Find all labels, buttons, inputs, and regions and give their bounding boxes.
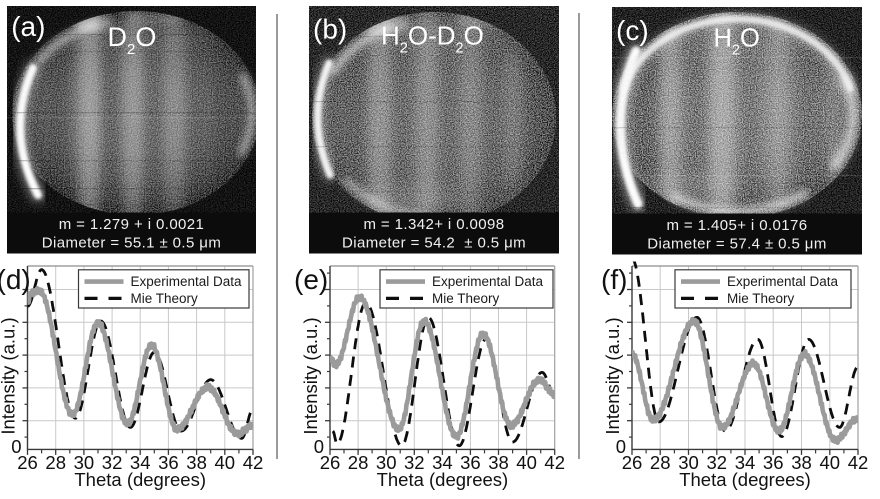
- svg-text:Experimental Data: Experimental Data: [131, 274, 243, 289]
- svg-text:Diameter = 55.1 ± 0.5 μm: Diameter = 55.1 ± 0.5 μm: [42, 235, 221, 252]
- svg-text:34: 34: [130, 452, 151, 473]
- svg-text:Theta (degrees): Theta (degrees): [679, 469, 811, 490]
- svg-text:32: 32: [102, 452, 123, 473]
- svg-text:(f): (f): [601, 264, 627, 295]
- svg-text:26: 26: [17, 452, 38, 473]
- svg-text:(a): (a): [11, 11, 45, 42]
- svg-text:Mie Theory: Mie Theory: [432, 291, 500, 306]
- svg-text:28: 28: [45, 452, 66, 473]
- svg-text:Experimental Data: Experimental Data: [727, 274, 839, 289]
- svg-text:34: 34: [735, 452, 756, 473]
- svg-text:38: 38: [186, 452, 207, 473]
- svg-text:30: 30: [678, 452, 699, 473]
- svg-text:Diameter = 54.2 ± 0.5 μm: Diameter = 54.2 ± 0.5 μm: [342, 235, 526, 252]
- svg-text:0: 0: [11, 436, 21, 457]
- svg-text:Intensity (a.u.): Intensity (a.u.): [602, 317, 623, 434]
- svg-text:m = 1.405+ i 0.0176: m = 1.405+ i 0.0176: [666, 217, 807, 234]
- svg-text:36: 36: [763, 452, 784, 473]
- svg-text:38: 38: [488, 452, 509, 473]
- svg-text:40: 40: [215, 452, 236, 473]
- svg-text:m = 1.342+ i 0.0098: m = 1.342+ i 0.0098: [363, 216, 504, 233]
- svg-text:28: 28: [650, 452, 671, 473]
- svg-text:Theta (degrees): Theta (degrees): [377, 469, 509, 490]
- svg-text:32: 32: [707, 452, 728, 473]
- svg-text:28: 28: [348, 452, 369, 473]
- svg-text:36: 36: [158, 452, 179, 473]
- svg-text:0: 0: [314, 436, 324, 457]
- svg-text:Mie Theory: Mie Theory: [131, 291, 199, 306]
- svg-text:26: 26: [622, 452, 643, 473]
- svg-text:0: 0: [616, 436, 626, 457]
- svg-text:Intensity (a.u.): Intensity (a.u.): [0, 317, 19, 434]
- svg-text:m = 1.279 + i 0.0021: m = 1.279 + i 0.0021: [59, 216, 205, 233]
- svg-text:Intensity (a.u.): Intensity (a.u.): [300, 317, 321, 434]
- svg-text:(e): (e): [294, 264, 328, 295]
- svg-text:(d): (d): [0, 264, 31, 295]
- svg-text:(c): (c): [616, 15, 649, 46]
- svg-text:40: 40: [820, 452, 841, 473]
- svg-text:32: 32: [404, 452, 425, 473]
- svg-text:Experimental Data: Experimental Data: [432, 274, 544, 289]
- svg-text:42: 42: [544, 452, 565, 473]
- svg-text:Mie Theory: Mie Theory: [727, 291, 795, 306]
- svg-text:30: 30: [376, 452, 397, 473]
- svg-text:30: 30: [74, 452, 95, 473]
- svg-text:42: 42: [848, 452, 869, 473]
- svg-text:36: 36: [460, 452, 481, 473]
- svg-text:34: 34: [432, 452, 453, 473]
- svg-text:42: 42: [243, 452, 264, 473]
- svg-text:(b): (b): [313, 14, 347, 45]
- svg-text:Theta (degrees): Theta (degrees): [74, 469, 206, 490]
- svg-text:Diameter = 57.4 ± 0.5 μm: Diameter = 57.4 ± 0.5 μm: [647, 236, 826, 253]
- svg-text:38: 38: [791, 452, 812, 473]
- svg-text:40: 40: [516, 452, 537, 473]
- svg-text:26: 26: [320, 452, 341, 473]
